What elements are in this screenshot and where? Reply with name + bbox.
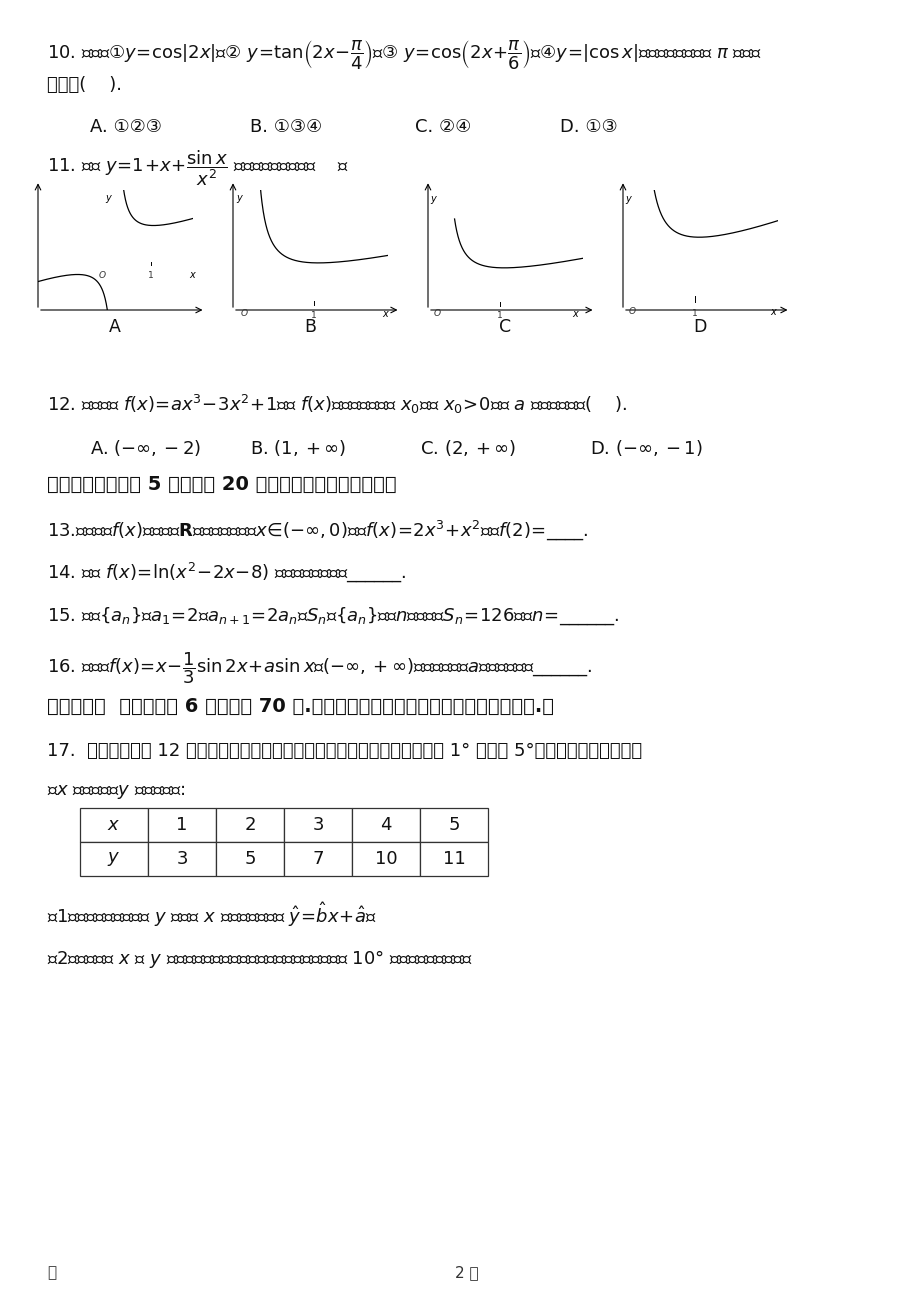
Text: 5: 5 (244, 850, 255, 868)
Bar (148, 842, 216, 876)
Bar (284, 809, 352, 842)
Text: 17.  （本小题满分 12 分）在某化学反应的中间阶段，压力保持不变，温度从 1° 变化到 5°，反应结果如下表所示: 17. （本小题满分 12 分）在某化学反应的中间阶段，压力保持不变，温度从 1… (47, 742, 641, 760)
Bar (352, 809, 420, 842)
Text: 函数为(    ).: 函数为( ). (47, 76, 122, 94)
Bar (80, 809, 148, 842)
Text: 3: 3 (312, 816, 323, 835)
Bar (216, 809, 284, 842)
Text: 1: 1 (691, 309, 698, 318)
Text: $y$: $y$ (108, 850, 120, 868)
Text: 二、填空题（每题 5 分，满分 20 分，将答案填在答题纸上）: 二、填空题（每题 5 分，满分 20 分，将答案填在答题纸上） (47, 475, 396, 493)
Text: 1: 1 (496, 311, 503, 319)
Text: D. $(-\infty,-1)$: D. $(-\infty,-1)$ (589, 437, 702, 458)
Text: 7: 7 (312, 850, 323, 868)
Text: 16. 若函数$f(x)\!=\!x\!-\!\dfrac{1}{3}\sin 2x\!+\!a\sin x$在$(-\infty,+\infty)$单调递增，: 16. 若函数$f(x)\!=\!x\!-\!\dfrac{1}{3}\sin … (47, 650, 591, 686)
Text: $y$: $y$ (236, 193, 244, 204)
Text: $O$: $O$ (240, 307, 248, 318)
Text: $y$: $y$ (105, 193, 112, 204)
Bar (420, 842, 487, 876)
Text: 10. 在函数①$y\!=\!\cos|2x|$，② $y\!=\!\tan\!\left(2x\!-\!\dfrac{\pi}{4}\right)$，③ $y: 10. 在函数①$y\!=\!\cos|2x|$，② $y\!=\!\tan\!… (47, 38, 762, 72)
Text: $O$: $O$ (97, 268, 107, 280)
Bar (148, 809, 216, 842)
Text: 10: 10 (374, 850, 397, 868)
Bar (80, 842, 148, 876)
Text: 15. 数列$\{a_n\}$中$a_1\!=\!2$，$a_{n+1}\!=\!2a_n$，$S_n$为$\{a_n\}$的前$n$项和，若$S_n\!=\!: 15. 数列$\{a_n\}$中$a_1\!=\!2$，$a_{n+1}\!=\… (47, 605, 618, 626)
Text: $x$: $x$ (189, 270, 198, 280)
Text: A. ①②③: A. ①②③ (90, 118, 162, 135)
Text: D: D (693, 318, 706, 336)
Bar (284, 842, 352, 876)
Text: C. ②④: C. ②④ (414, 118, 471, 135)
Text: C: C (498, 318, 511, 336)
Text: C. $(2,+\infty)$: C. $(2,+\infty)$ (420, 437, 516, 458)
Text: $x$: $x$ (769, 307, 777, 316)
Text: 13.已知函数$f(x)$是定义在$\mathbf{R}$上的奇函数，当$x\!\in\!(-\infty,0)$时，$f(x)\!=\!2x^3\!+\!x^: 13.已知函数$f(x)$是定义在$\mathbf{R}$上的奇函数，当$x\!… (47, 518, 587, 542)
Text: $x$: $x$ (381, 309, 390, 319)
Text: $y$: $y$ (624, 194, 632, 206)
Text: （2）判断变量 $x$ 与 $y$ 之间是正相关还是负相关，并预测当温度达到 10° 时反应结果为多少？: （2）判断变量 $x$ 与 $y$ 之间是正相关还是负相关，并预测当温度达到 1… (47, 948, 472, 970)
Text: B: B (303, 318, 315, 336)
Text: 14. 函数 $f(x)\!=\!\ln(x^2\!-\!2x\!-\!8)$ 的单调递增区间是______.: 14. 函数 $f(x)\!=\!\ln(x^2\!-\!2x\!-\!8)$ … (47, 560, 406, 583)
Text: A. $(-\infty,-2)$: A. $(-\infty,-2)$ (90, 437, 201, 458)
Text: D. ①③: D. ①③ (560, 118, 617, 135)
Bar (420, 809, 487, 842)
Text: （1）求化学反应的结果 $y$ 对温度 $x$ 的线性回归方程 $\hat{y}\!=\!\hat{b}x\!+\!\hat{a}$；: （1）求化学反应的结果 $y$ 对温度 $x$ 的线性回归方程 $\hat{y}… (47, 900, 376, 928)
Text: 2 第: 2 第 (455, 1266, 478, 1280)
Text: 11: 11 (442, 850, 465, 868)
Text: 1: 1 (148, 271, 153, 280)
Text: 页: 页 (47, 1266, 56, 1280)
Text: 1: 1 (176, 816, 187, 835)
Text: B. ①③④: B. ①③④ (250, 118, 322, 135)
Text: $O$: $O$ (628, 305, 636, 315)
Bar (216, 842, 284, 876)
Text: A: A (109, 318, 120, 336)
Text: B. $(1,+\infty)$: B. $(1,+\infty)$ (250, 437, 346, 458)
Text: $y$: $y$ (429, 194, 437, 206)
Bar (352, 842, 420, 876)
Text: 三、解答题  （本大题共 6 小题，共 70 分.解答应写出文字说明、证明过程或演算步骤.）: 三、解答题 （本大题共 6 小题，共 70 分.解答应写出文字说明、证明过程或演… (47, 697, 553, 716)
Text: （$x$ 代表温度，$y$ 代表结果）:: （$x$ 代表温度，$y$ 代表结果）: (47, 783, 185, 801)
Text: $x$: $x$ (108, 816, 120, 835)
Text: 3: 3 (176, 850, 187, 868)
Text: 2: 2 (244, 816, 255, 835)
Text: $O$: $O$ (433, 307, 441, 319)
Text: 4: 4 (380, 816, 391, 835)
Text: 1: 1 (311, 311, 316, 320)
Text: 5: 5 (448, 816, 460, 835)
Text: $x$: $x$ (572, 309, 579, 319)
Text: 12. 已知函数 $f(x)\!=\!ax^3\!-\!3x^2\!+\!1$，若 $f(x)$存在唯一的零点 $x_0$，且 $x_0\!>\!0$，则 $a: 12. 已知函数 $f(x)\!=\!ax^3\!-\!3x^2\!+\!1$，… (47, 393, 627, 417)
Text: 11. 函数 $y\!=\!1\!+\!x\!+\!\dfrac{\sin x}{x^{2}}$ 的部分图像大致为（    ）: 11. 函数 $y\!=\!1\!+\!x\!+\!\dfrac{\sin x}… (47, 148, 349, 187)
